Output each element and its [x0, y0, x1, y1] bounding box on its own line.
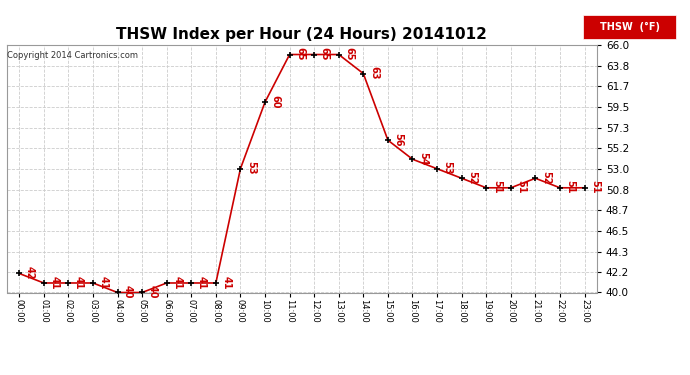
Text: 52: 52: [541, 171, 551, 184]
Text: 51: 51: [516, 180, 526, 194]
Text: 63: 63: [369, 66, 379, 80]
Text: 65: 65: [295, 47, 305, 61]
Text: 65: 65: [319, 47, 330, 61]
Text: 42: 42: [25, 266, 34, 280]
Text: 41: 41: [74, 276, 84, 289]
Text: 40: 40: [148, 285, 157, 298]
Text: 41: 41: [172, 276, 182, 289]
Text: 51: 51: [590, 180, 600, 194]
Title: THSW Index per Hour (24 Hours) 20141012: THSW Index per Hour (24 Hours) 20141012: [117, 27, 487, 42]
Text: 53: 53: [442, 161, 453, 175]
Text: 52: 52: [467, 171, 477, 184]
Text: 41: 41: [49, 276, 59, 289]
Text: 40: 40: [123, 285, 133, 298]
Text: 41: 41: [197, 276, 207, 289]
Text: 54: 54: [418, 152, 428, 165]
Text: 41: 41: [99, 276, 108, 289]
Text: 60: 60: [270, 95, 281, 108]
Text: 51: 51: [492, 180, 502, 194]
Text: 51: 51: [566, 180, 575, 194]
Text: 41: 41: [221, 276, 231, 289]
Text: 53: 53: [246, 161, 256, 175]
Text: THSW  (°F): THSW (°F): [600, 22, 660, 32]
Text: 65: 65: [344, 47, 354, 61]
Text: 56: 56: [393, 133, 404, 146]
Text: Copyright 2014 Cartronics.com: Copyright 2014 Cartronics.com: [7, 51, 138, 60]
